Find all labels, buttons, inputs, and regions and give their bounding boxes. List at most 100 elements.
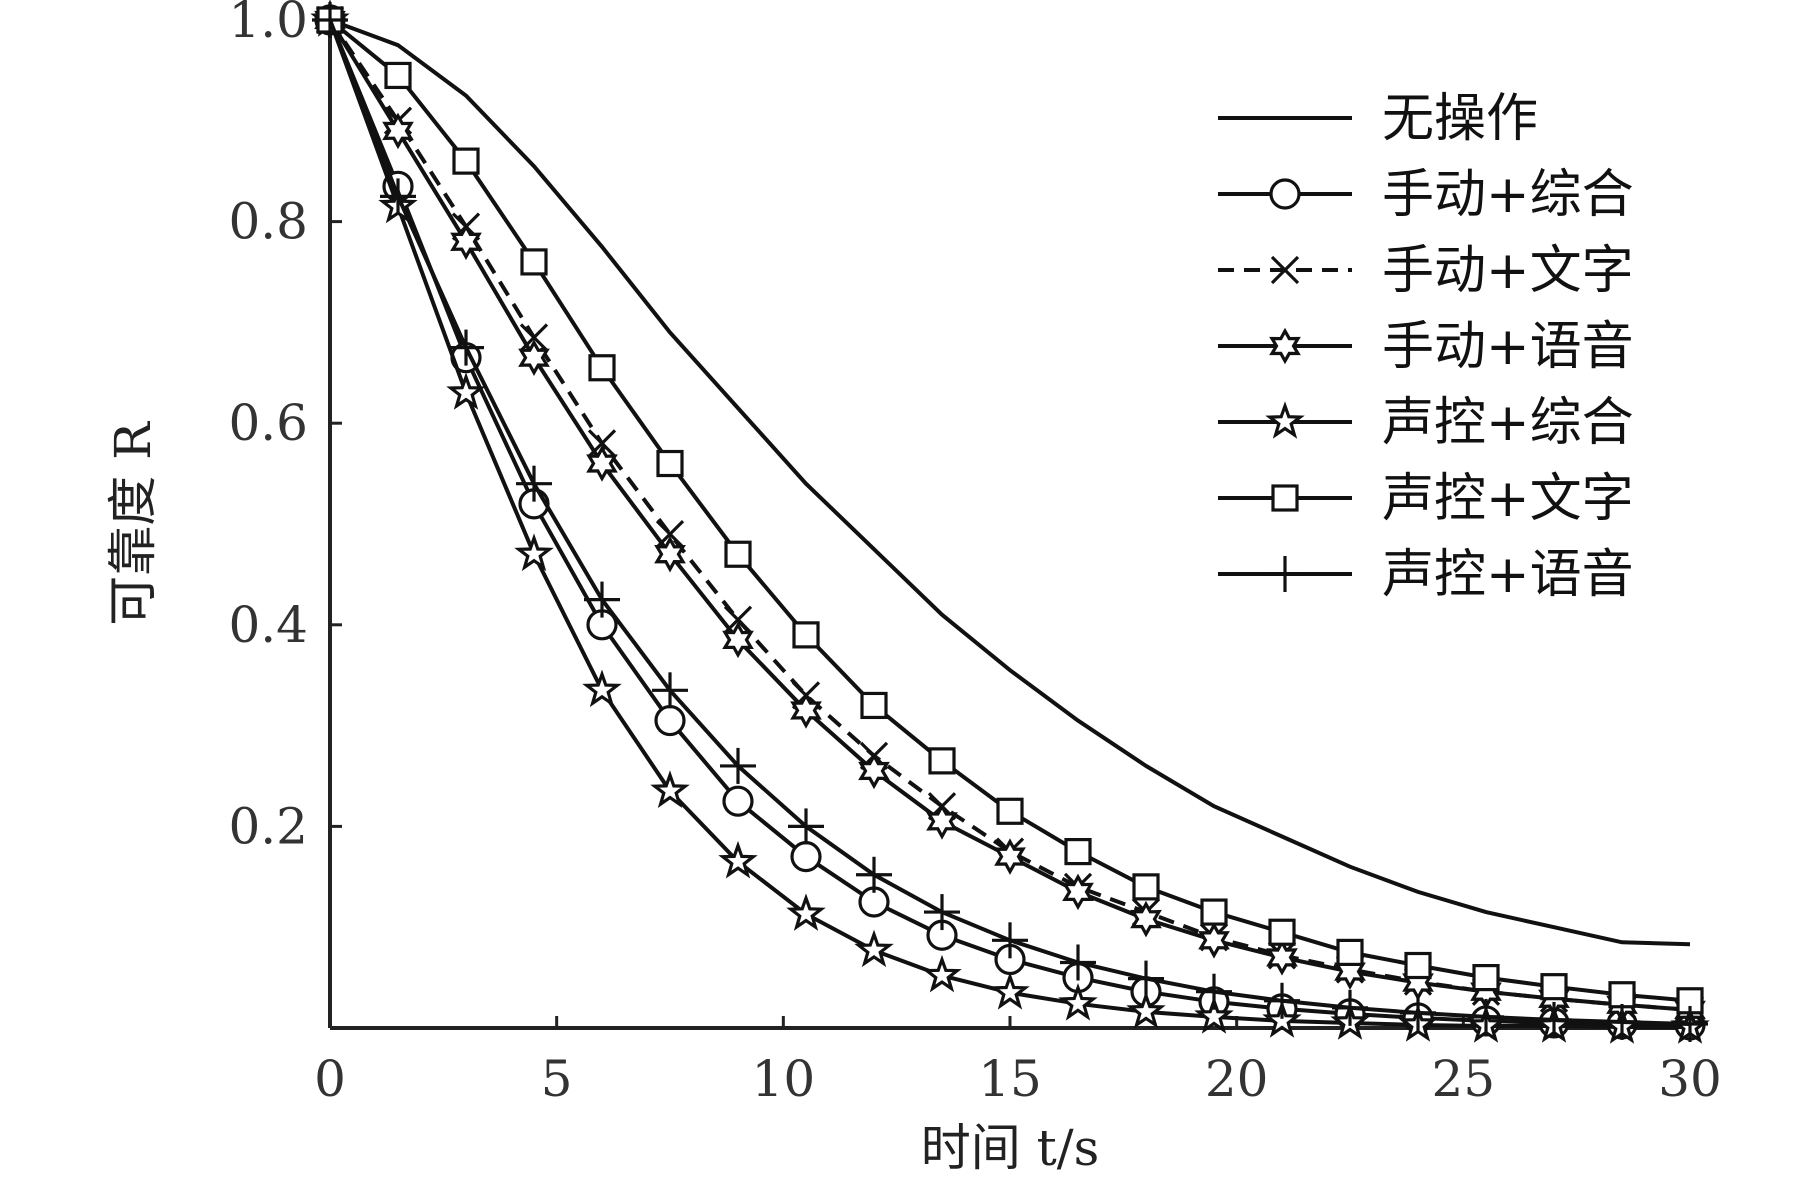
data-point xyxy=(926,803,958,840)
legend-label: 手动+语音 xyxy=(1382,317,1634,377)
data-point xyxy=(790,841,822,873)
legend-item: 无操作 xyxy=(1218,89,1538,149)
series-layer xyxy=(310,0,1710,1044)
data-point xyxy=(1126,991,1166,1029)
data-point xyxy=(452,147,480,175)
data-point xyxy=(1472,963,1500,992)
x-tick-label: 20 xyxy=(1205,1050,1269,1108)
legend-marker xyxy=(1271,484,1299,512)
data-point xyxy=(518,339,550,377)
data-point xyxy=(1200,898,1228,926)
series-6 xyxy=(316,6,1704,1015)
marker-stroke xyxy=(1270,255,1300,285)
data-point xyxy=(1196,973,1232,1010)
data-point xyxy=(584,581,620,618)
data-point xyxy=(380,178,416,215)
data-point xyxy=(1468,998,1504,1035)
data-point xyxy=(1130,900,1162,938)
data-point xyxy=(448,329,484,366)
x-tick-label: 10 xyxy=(752,1050,816,1108)
data-point xyxy=(1064,837,1092,866)
legend-marker xyxy=(1269,327,1301,365)
y-axis-label: 可靠度 R xyxy=(104,421,162,626)
data-point xyxy=(928,747,956,775)
x-tick-label: 25 xyxy=(1432,1050,1496,1108)
data-point xyxy=(718,840,758,879)
x-axis-label: 时间 t/s xyxy=(921,1119,1100,1177)
legend-item: 声控+文字 xyxy=(1218,469,1634,529)
legend-marker xyxy=(1265,401,1305,439)
y-tick-label: 0.6 xyxy=(228,394,308,452)
legend-label: 手动+综合 xyxy=(1382,165,1634,225)
data-point xyxy=(722,621,754,659)
data-point xyxy=(722,785,754,817)
data-point xyxy=(384,61,412,90)
legend-marker xyxy=(1269,178,1301,210)
data-point xyxy=(1266,939,1298,976)
data-point xyxy=(1194,996,1234,1034)
data-point xyxy=(588,354,616,382)
data-point xyxy=(1608,981,1636,1009)
data-point xyxy=(1060,944,1096,981)
data-point xyxy=(1400,994,1436,1031)
series-1 xyxy=(329,18,1691,947)
data-point xyxy=(1336,938,1364,967)
data-point xyxy=(1264,982,1300,1019)
data-point xyxy=(790,692,822,729)
legend-item: 手动+文字 xyxy=(1218,241,1634,301)
data-point xyxy=(1604,1003,1640,1040)
data-point xyxy=(992,922,1028,959)
data-point xyxy=(1268,918,1296,946)
data-point xyxy=(650,770,690,808)
y-tick-label: 0.2 xyxy=(228,797,308,855)
data-point xyxy=(922,954,962,993)
data-point xyxy=(856,856,892,893)
axes-layer: 0 5 10 15 20 25 30 0.2 0.4 0.6 0.8 1.0 xyxy=(228,0,1721,1108)
legend-label: 声控+文字 xyxy=(1382,469,1634,529)
data-point xyxy=(1332,989,1368,1026)
data-point xyxy=(996,797,1024,825)
data-point xyxy=(990,971,1030,1010)
data-point xyxy=(924,894,960,931)
data-point xyxy=(516,465,552,502)
legend-label: 手动+文字 xyxy=(1382,241,1634,301)
x-tick-label: 30 xyxy=(1658,1050,1722,1108)
data-point xyxy=(652,672,688,709)
data-point xyxy=(312,2,348,38)
legend-item: 手动+综合 xyxy=(1218,165,1634,225)
series-4 xyxy=(314,1,1706,1029)
legend-item: 声控+综合 xyxy=(1218,393,1634,453)
y-tick-label: 0.8 xyxy=(228,193,308,251)
data-point xyxy=(1262,1000,1302,1038)
x-tick-label: 15 xyxy=(978,1050,1042,1108)
data-point xyxy=(792,621,820,649)
data-point xyxy=(520,248,548,276)
data-point xyxy=(1132,873,1160,901)
data-point xyxy=(446,372,486,410)
data-point xyxy=(382,112,414,150)
data-point xyxy=(1540,973,1568,1001)
data-point xyxy=(654,704,686,737)
legend-label: 无操作 xyxy=(1382,89,1538,149)
legend-label: 声控+综合 xyxy=(1382,393,1634,453)
x-tick-label: 5 xyxy=(541,1050,573,1108)
data-point xyxy=(654,535,686,573)
data-point xyxy=(1062,873,1094,911)
data-point xyxy=(1404,951,1432,980)
data-point xyxy=(1058,983,1098,1021)
data-point xyxy=(450,223,482,261)
x-tick-label: 0 xyxy=(314,1050,346,1108)
series-7 xyxy=(312,2,1708,1042)
data-point xyxy=(586,445,618,482)
data-point xyxy=(582,669,622,708)
y-tick-label: 0.4 xyxy=(228,596,308,654)
y-tick-label: 1.0 xyxy=(228,0,308,49)
data-point xyxy=(1536,1001,1572,1038)
data-point xyxy=(860,691,888,720)
legend-label: 声控+语音 xyxy=(1382,545,1634,605)
legend-item: 声控+语音 xyxy=(1218,545,1634,605)
data-point xyxy=(994,838,1026,875)
